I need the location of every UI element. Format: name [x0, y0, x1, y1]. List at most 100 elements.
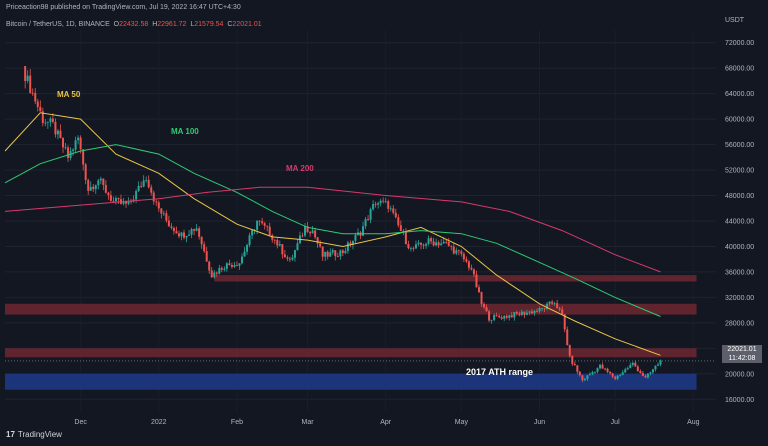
candle-body [142, 180, 145, 187]
candle-body [626, 368, 629, 370]
candle-body [634, 362, 637, 367]
candle-body [243, 251, 246, 257]
candle-body [286, 257, 289, 259]
candle-body [515, 312, 518, 314]
tradingview-brand: 17 TradingView [6, 430, 62, 439]
candle-body [430, 238, 433, 242]
candle-body [614, 376, 617, 379]
candle-body [188, 234, 191, 236]
candle-body [233, 265, 236, 267]
candle-body [404, 232, 407, 245]
candle-body [321, 246, 324, 257]
candle-body [495, 315, 498, 316]
candle-body [498, 315, 501, 318]
candle-body [288, 258, 291, 260]
currency-unit: USDT [725, 17, 745, 24]
y-tick-label: 20000.00 [725, 371, 754, 378]
candle-body [530, 311, 533, 314]
candle-body [394, 212, 397, 218]
candle-body [437, 242, 440, 246]
candle-body [563, 314, 566, 330]
candle-body [654, 365, 657, 370]
candle-body [94, 185, 97, 190]
candle-body [457, 250, 460, 252]
candle-body [518, 313, 521, 315]
candle-body [157, 202, 160, 209]
candle-body [349, 242, 352, 245]
candle-body [551, 301, 554, 304]
candle-body [369, 209, 372, 220]
ohlc-low-label: L [190, 21, 195, 28]
candle-body [155, 201, 158, 203]
candle-body [578, 371, 581, 376]
candle-body [261, 221, 264, 224]
candle-body [205, 251, 208, 262]
publish-info: Priceaction98 published on TradingView.c… [6, 4, 241, 11]
candle-body [548, 301, 551, 304]
candle-body [538, 308, 541, 312]
ma200-label: MA 200 [286, 164, 314, 173]
y-tick-label: 32000.00 [725, 295, 754, 302]
candle-body [251, 230, 254, 236]
candle-body [641, 372, 644, 376]
candle-body [324, 251, 327, 257]
candle-body [606, 368, 609, 372]
candle-body [586, 375, 589, 379]
candle-body [599, 364, 602, 369]
candle-body [609, 371, 612, 374]
candle-body [117, 198, 120, 200]
candle-body [646, 373, 649, 378]
zones-group [5, 275, 697, 390]
candle-body [334, 250, 337, 257]
candle-body [26, 75, 29, 81]
candle-body [193, 229, 196, 231]
ath-range-label: 2017 ATH range [466, 367, 534, 377]
candle-body [198, 228, 201, 237]
candle-body [266, 225, 269, 227]
candle-body [109, 195, 112, 201]
ma200-line [4, 186, 661, 273]
candle-body [326, 251, 329, 257]
y-tick-label: 16000.00 [725, 397, 754, 404]
candle-body [162, 213, 165, 215]
ohlc-high-label: H [152, 21, 158, 28]
candle-body [167, 220, 170, 227]
ma50-line [4, 112, 661, 356]
candle-body [165, 213, 168, 221]
candle-body [72, 149, 75, 152]
symbol-ohlc-line: Bitcoin / TetherUS, 1D, BINANCE O22432.5… [6, 21, 262, 28]
candle-body [291, 257, 294, 260]
candle-body [59, 130, 62, 139]
candle-body [160, 208, 163, 214]
candle-body [46, 121, 49, 123]
candle-body [203, 244, 206, 252]
candle-body [576, 365, 579, 372]
y-tick-label: 28000.00 [725, 320, 754, 327]
candle-body [339, 250, 342, 257]
candle-body [397, 217, 400, 226]
ma100-line [4, 144, 661, 317]
candle-body [230, 264, 233, 267]
x-tick-label: Jun [534, 419, 545, 426]
candle-body [241, 256, 243, 264]
candle-body [485, 307, 488, 312]
candle-body [659, 360, 662, 365]
candle-body [281, 244, 284, 255]
last-price-badge: 22021.01 11:42:08 [722, 345, 762, 363]
candle-body [629, 365, 632, 369]
last-price-value: 22021.01 [727, 346, 757, 353]
candle-body [74, 140, 77, 150]
candle-body [304, 226, 307, 236]
tradingview-logo-icon: 17 [6, 430, 15, 439]
candle-body [311, 230, 314, 234]
candle-body [175, 231, 178, 234]
candle-body [520, 311, 523, 315]
ohlc-high-value: 22961.72 [157, 21, 187, 28]
candle-body [581, 375, 584, 381]
candle-body [238, 263, 241, 266]
candle-body [256, 220, 259, 230]
candle-body [407, 244, 410, 249]
candle-body [546, 303, 549, 309]
candle-body [657, 364, 660, 366]
